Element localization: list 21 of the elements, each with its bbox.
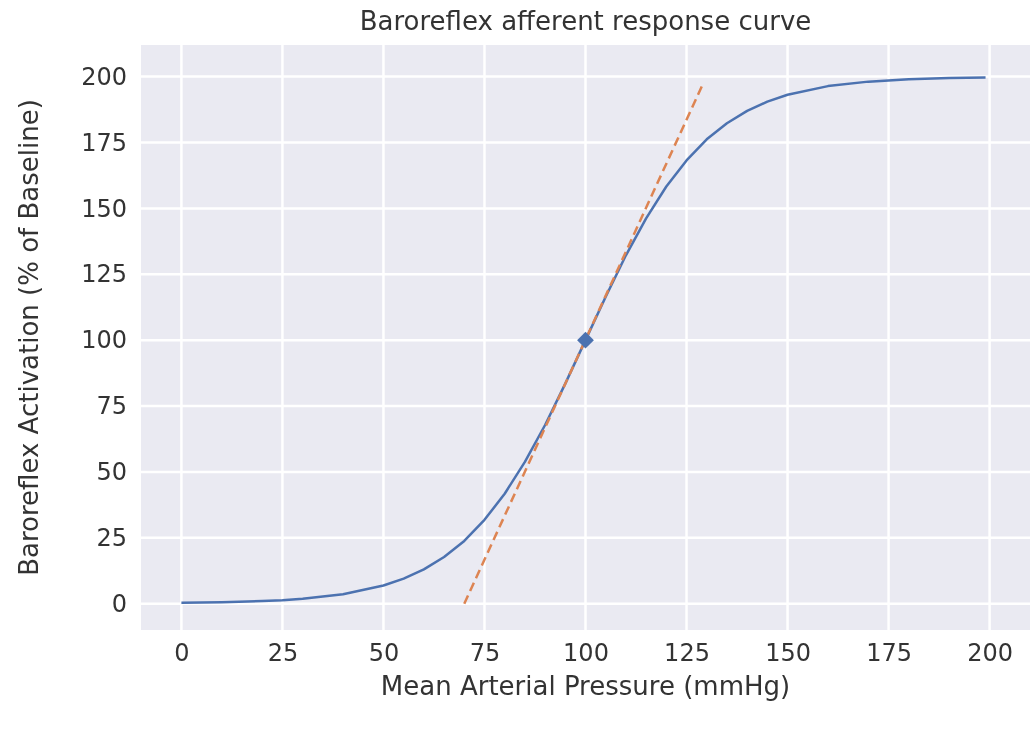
y-tick-label: 125 bbox=[81, 260, 127, 289]
y-tick-label: 25 bbox=[96, 523, 127, 552]
y-tick-label: 175 bbox=[81, 128, 127, 157]
x-tick-label: 175 bbox=[866, 639, 912, 668]
y-axis-title: Baroreflex Activation (% of Baseline) bbox=[14, 99, 44, 576]
x-tick-label: 150 bbox=[765, 639, 811, 668]
x-tick-label: 50 bbox=[368, 639, 400, 668]
x-tick-label: 200 bbox=[967, 639, 1013, 668]
chart-title: Baroreflex afferent response curve bbox=[359, 6, 812, 36]
x-tick-label: 25 bbox=[267, 639, 299, 668]
y-tick-label: 50 bbox=[96, 458, 127, 487]
y-tick-label: 100 bbox=[81, 326, 127, 355]
x-tick-label: 100 bbox=[563, 639, 609, 668]
y-tick-label: 75 bbox=[96, 392, 127, 421]
x-tick-label: 75 bbox=[469, 639, 501, 668]
x-tick-label: 125 bbox=[664, 639, 710, 668]
x-tick-label: 0 bbox=[174, 639, 190, 668]
y-tick-label: 150 bbox=[81, 194, 127, 223]
y-tick-label: 0 bbox=[111, 589, 127, 618]
x-axis-title: Mean Arterial Pressure (mmHg) bbox=[380, 671, 791, 701]
y-tick-label: 200 bbox=[81, 62, 127, 91]
